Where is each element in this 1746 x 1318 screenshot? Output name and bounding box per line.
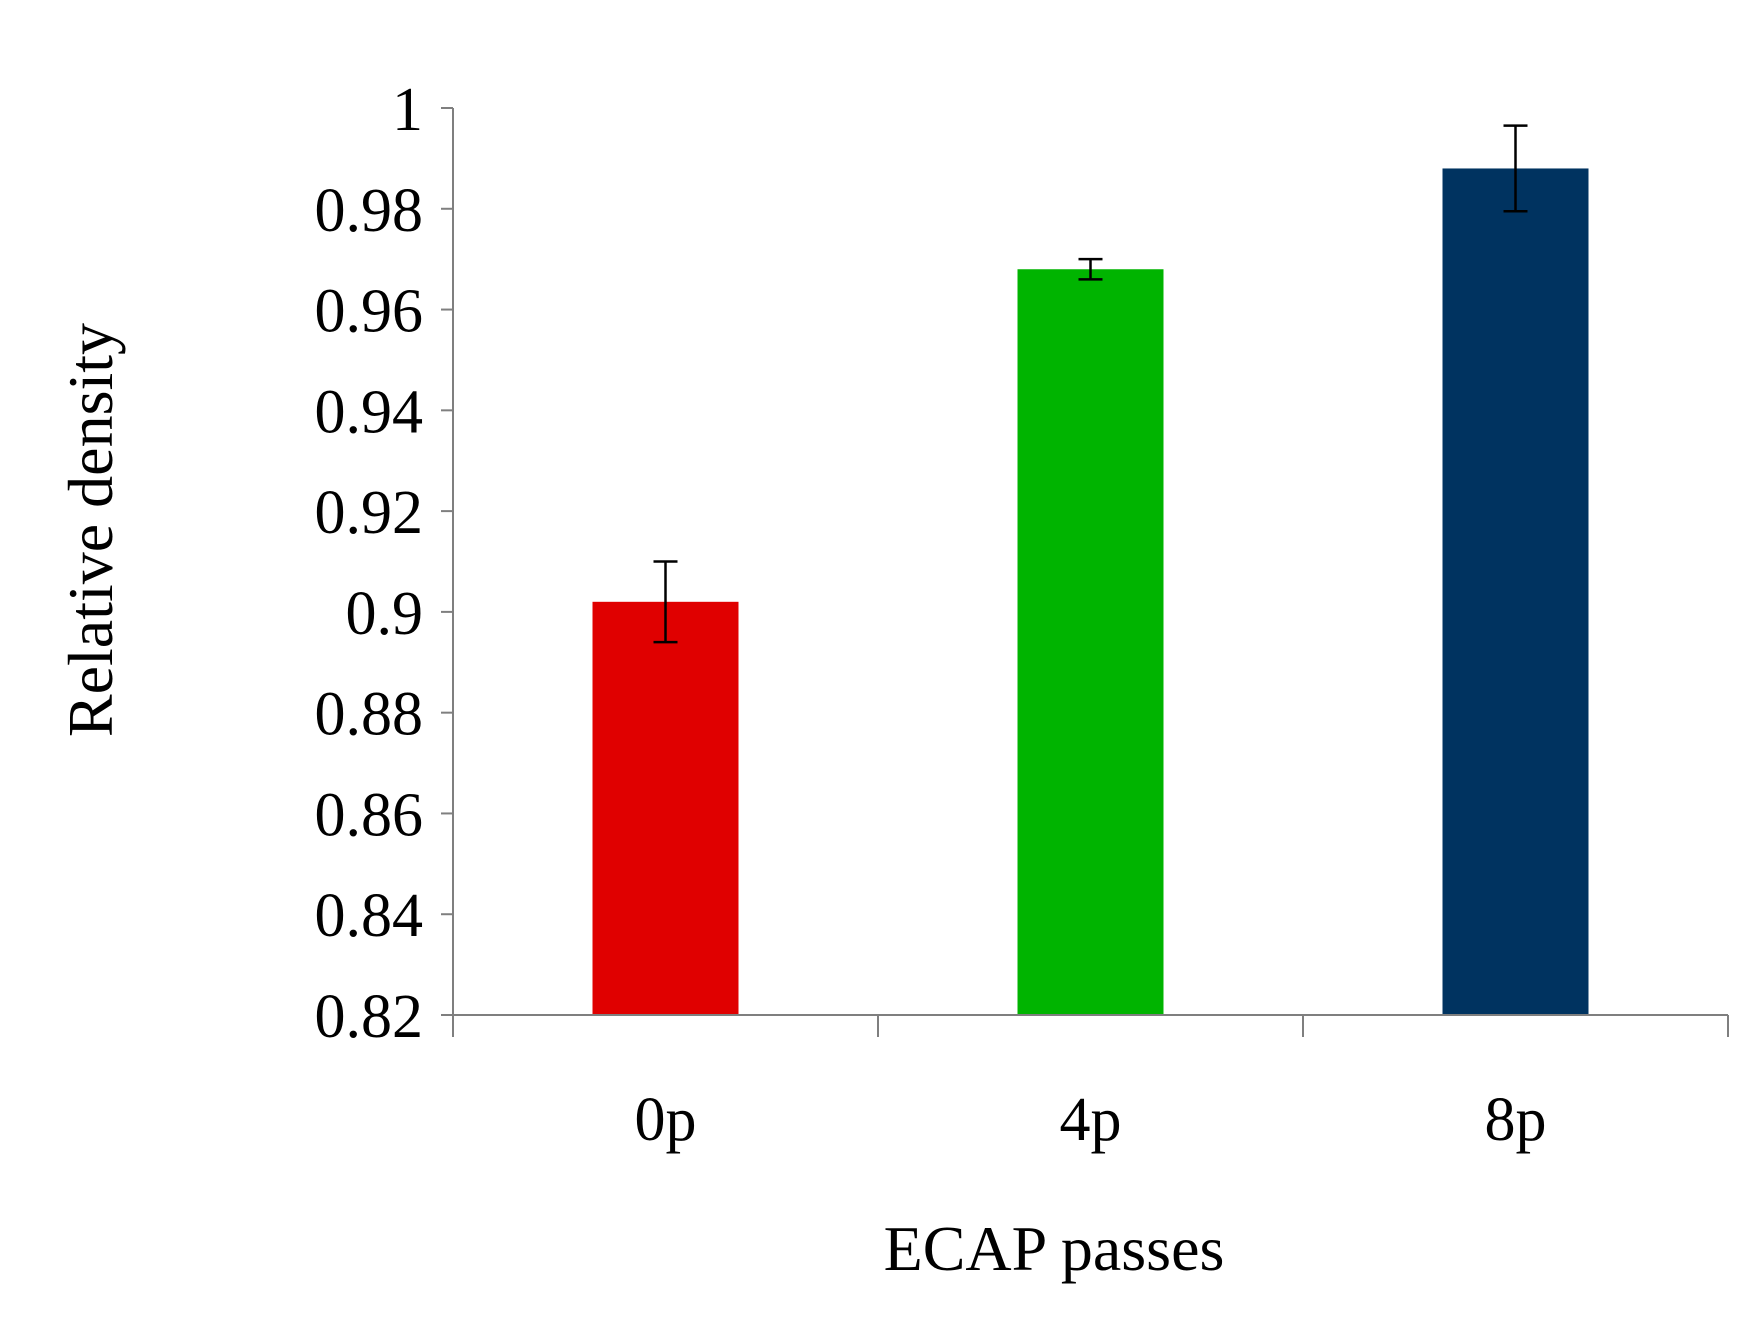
y-tick-label: 0.86 [315, 781, 424, 849]
x-category-label-8p: 8p [1485, 1086, 1547, 1154]
bar-8p [1442, 168, 1589, 1015]
y-ticks-group: 0.82 0.84 0.86 0.88 0.9 0.92 0.94 0.96 0.98 1 [315, 76, 453, 1051]
y-tick-label: 0.88 [315, 681, 424, 749]
y-tick-label: 0.94 [315, 378, 424, 446]
x-category-label-4p: 4p [1060, 1086, 1122, 1154]
y-tick-label: 0.9 [346, 580, 424, 648]
y-tick-label: 0.98 [315, 177, 424, 245]
y-tick-label: 0.82 [315, 983, 424, 1051]
x-axis-title: ECAP passes [884, 1213, 1225, 1284]
x-category-label-0p: 0p [635, 1086, 697, 1154]
y-tick-label: 1 [392, 76, 423, 144]
bar-4p [1017, 269, 1164, 1015]
bars-group [592, 168, 1589, 1015]
y-tick-label: 0.84 [315, 882, 424, 950]
axes-group [452, 108, 1728, 1016]
y-axis-title: Relative density [55, 323, 126, 737]
error-bars-group [653, 124, 1528, 644]
bar-0p [592, 601, 739, 1015]
category-labels-group: 0p 4p 8p [635, 1086, 1547, 1154]
y-tick-label: 0.92 [315, 479, 424, 547]
y-tick-label: 0.96 [315, 278, 424, 346]
x-ticks-group [452, 1015, 1729, 1037]
